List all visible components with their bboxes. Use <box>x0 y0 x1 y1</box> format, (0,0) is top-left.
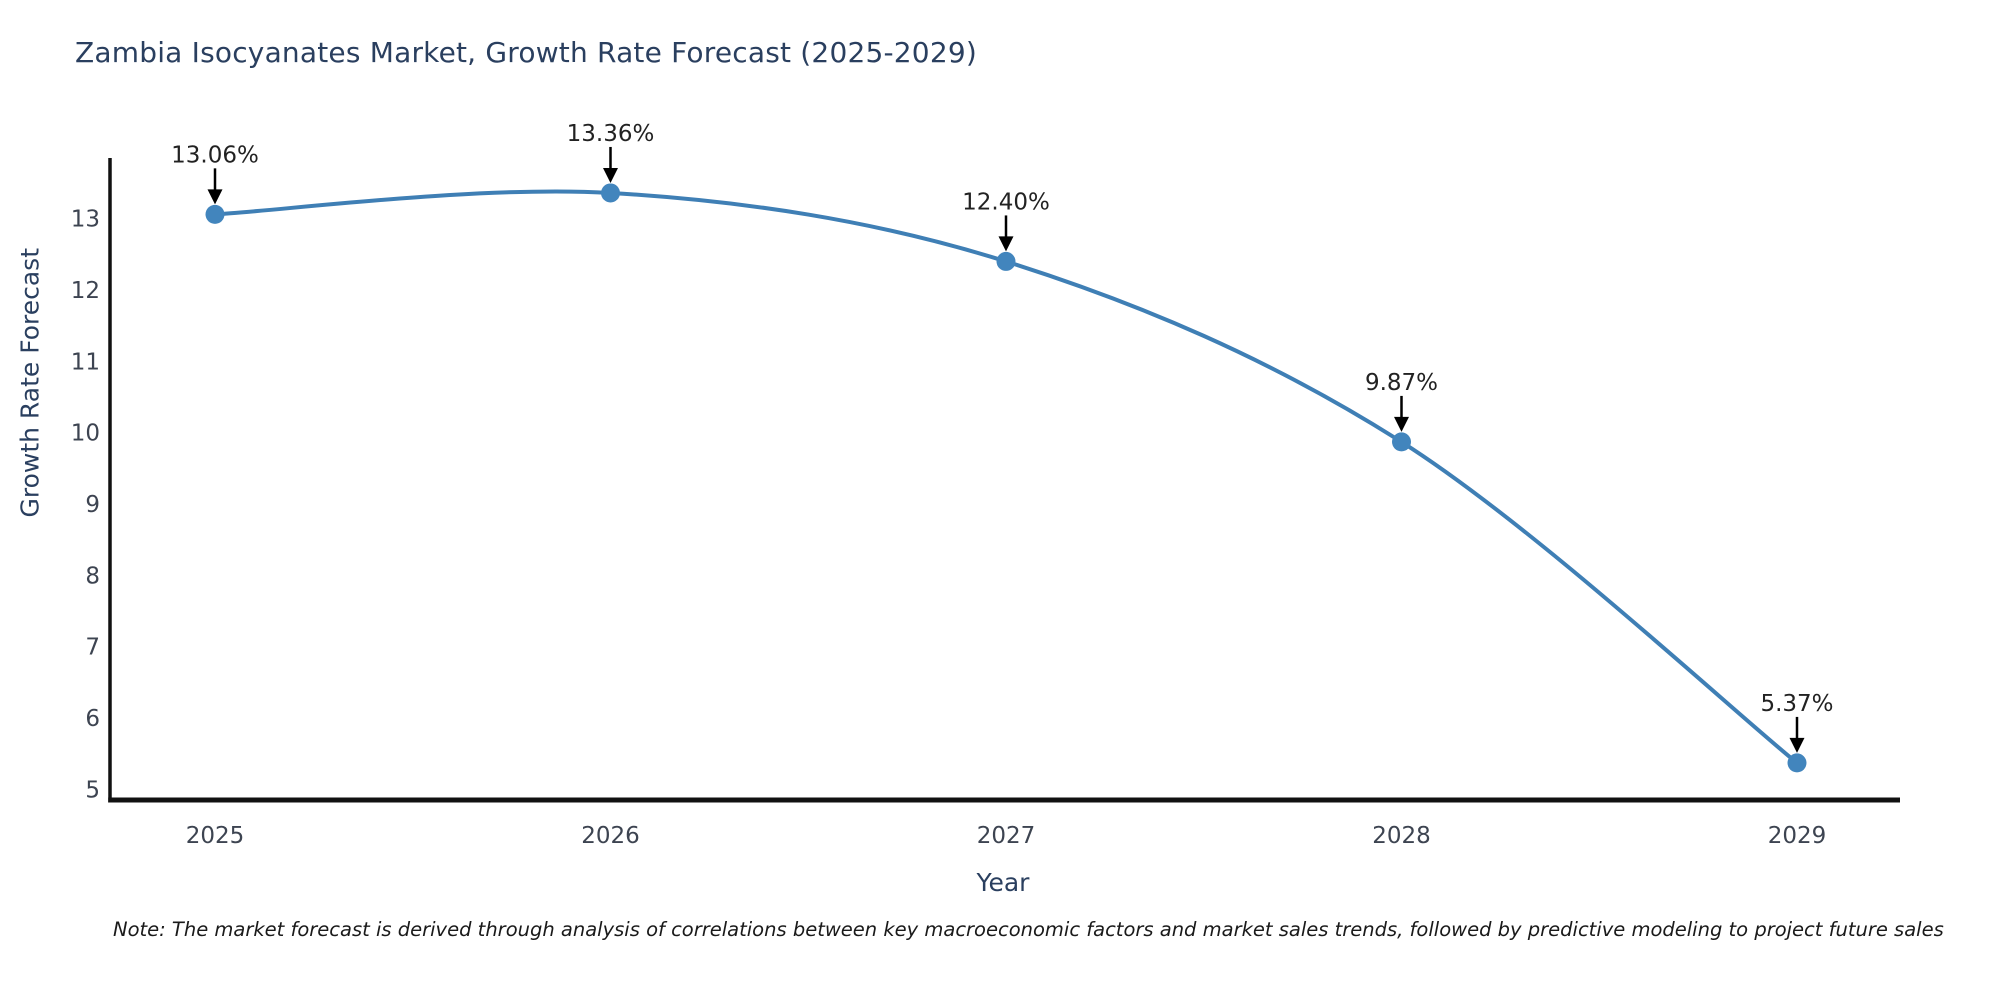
y-tick-label: 12 <box>71 278 100 304</box>
data-point <box>1787 753 1807 773</box>
x-tick-label: 2025 <box>186 823 245 849</box>
annotation-arrow-head <box>1394 416 1409 432</box>
x-tick-label: 2027 <box>977 823 1036 849</box>
y-tick-label: 10 <box>71 421 100 447</box>
point-annotation-label: 13.36% <box>567 121 655 147</box>
point-annotation-label: 12.40% <box>962 189 1050 215</box>
y-tick-label: 11 <box>71 349 100 375</box>
y-axis-title: Growth Rate Forecast <box>15 248 45 518</box>
y-tick-label: 7 <box>85 635 100 661</box>
chart-title: Zambia Isocyanates Market, Growth Rate F… <box>75 36 977 69</box>
y-tick-label: 6 <box>85 706 100 732</box>
point-annotation-label: 9.87% <box>1365 370 1438 396</box>
data-line <box>213 189 1799 765</box>
annotation-arrow-head <box>603 167 618 183</box>
data-point <box>601 183 620 203</box>
y-tick-label: 5 <box>85 777 100 803</box>
x-axis-title: Year <box>976 868 1030 897</box>
data-point <box>996 251 1016 271</box>
annotation-arrow-head <box>998 236 1014 252</box>
x-tick-label: 2029 <box>1768 823 1827 849</box>
annotation-arrow-head <box>1789 737 1805 753</box>
y-tick-label: 13 <box>71 207 100 233</box>
footnote: Note: The market forecast is derived thr… <box>113 918 1944 941</box>
point-annotation-label: 5.37% <box>1760 691 1833 717</box>
y-tick-label: 9 <box>85 492 100 518</box>
annotation-arrow-head <box>207 189 223 205</box>
x-tick-label: 2026 <box>581 823 640 849</box>
x-tick-label: 2028 <box>1372 823 1431 849</box>
y-tick-label: 8 <box>85 563 100 589</box>
data-point <box>205 204 225 224</box>
point-annotation-label: 13.06% <box>171 142 259 168</box>
data-point <box>1392 432 1411 452</box>
